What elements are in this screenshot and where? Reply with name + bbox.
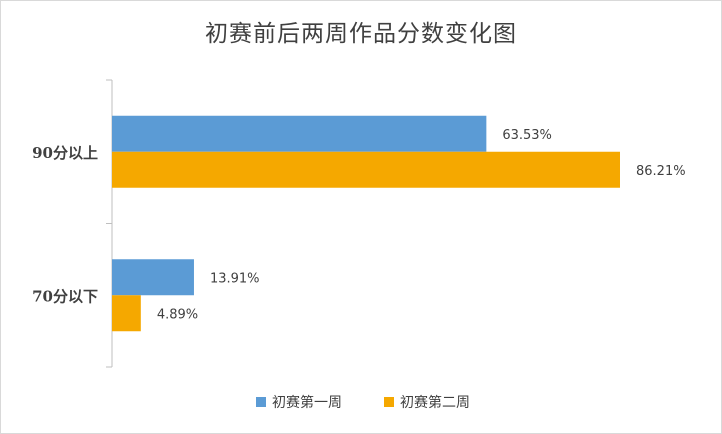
category-label: 90分以上 (32, 144, 98, 162)
data-label: 86.21% (636, 164, 686, 179)
data-label: 63.53% (502, 128, 552, 143)
legend-swatch (256, 397, 266, 407)
bar-2-2 (112, 295, 141, 332)
data-label: 4.89% (157, 307, 198, 322)
bar-1-2 (112, 259, 194, 296)
legend-label: 初赛第二周 (400, 394, 470, 411)
category-label: 70分以下 (32, 287, 98, 305)
chart-title: 初赛前后两周作品分数变化图 (205, 21, 517, 47)
legend-swatch (384, 397, 394, 407)
bar-2-1 (112, 151, 620, 188)
data-label: 13.91% (210, 271, 260, 286)
bar-1-1 (112, 115, 487, 152)
legend-label: 初赛第一周 (272, 394, 342, 411)
